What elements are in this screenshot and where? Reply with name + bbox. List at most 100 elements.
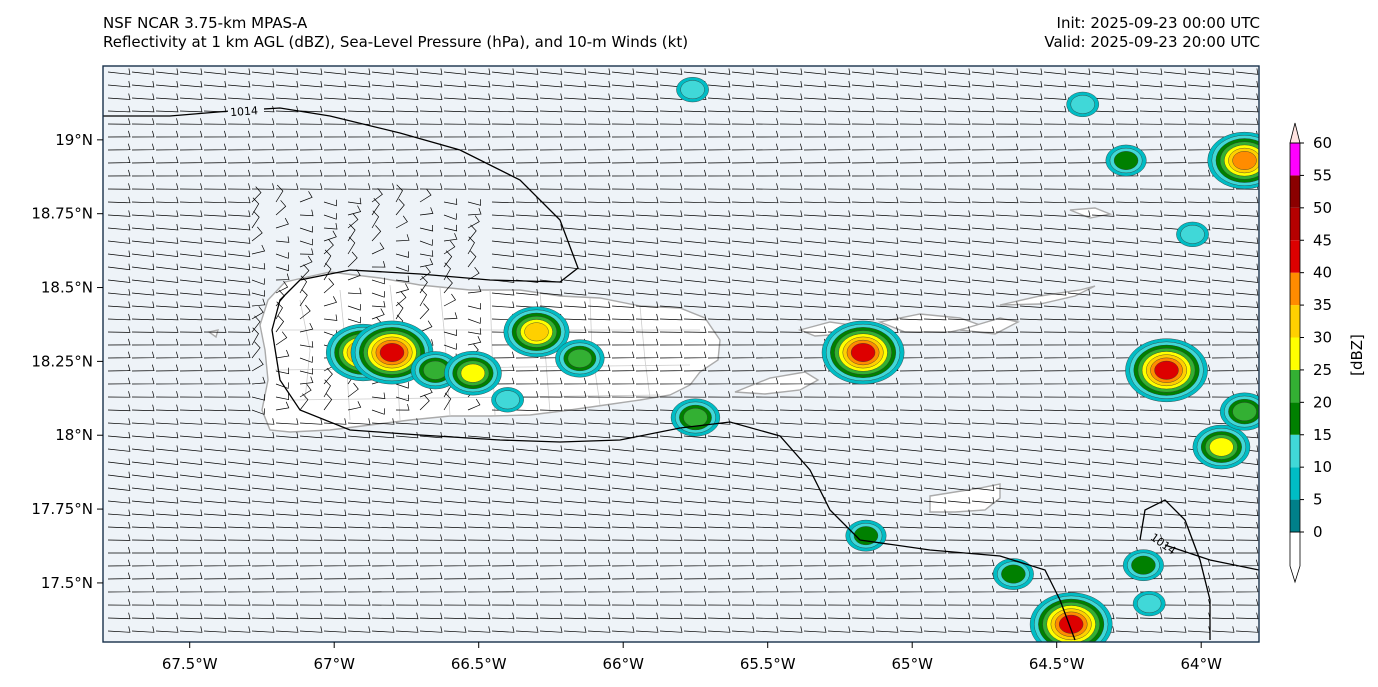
- wind-barb: [563, 223, 587, 231]
- wind-barb: [515, 250, 539, 258]
- wind-barb: [779, 263, 803, 271]
- wind-barb: [563, 612, 587, 620]
- wind-barb: [899, 391, 923, 398]
- wind-barb: [803, 471, 827, 479]
- wind-barb: [203, 301, 227, 308]
- wind-barb: [659, 351, 683, 359]
- wind-barb: [155, 80, 179, 88]
- lon-tick-label: 64.5°W: [1029, 655, 1085, 673]
- wind-barb: [396, 546, 419, 554]
- wind-barb: [875, 431, 899, 439]
- wind-barb: [1019, 250, 1043, 258]
- wind-barb: [1043, 237, 1067, 244]
- wind-barb: [1091, 484, 1115, 491]
- wind-barb: [851, 237, 875, 244]
- wind-barb: [923, 599, 947, 606]
- wind-barb: [683, 130, 707, 138]
- wind-barb: [1043, 431, 1067, 439]
- colorbar-tick-label: 20: [1313, 393, 1332, 411]
- wind-barb: [179, 276, 203, 283]
- wind-barb: [1115, 585, 1139, 593]
- wind-barb: [731, 118, 755, 125]
- wind-barb: [947, 559, 971, 567]
- reflectivity-cell: [1105, 144, 1147, 177]
- wind-barb: [179, 263, 203, 271]
- wind-barb: [611, 391, 635, 398]
- wind-barb: [875, 143, 899, 151]
- wind-barb: [515, 93, 539, 100]
- wind-barb: [1163, 263, 1187, 271]
- wind-barb: [1115, 80, 1139, 88]
- wind-barb: [707, 80, 731, 88]
- wind-barb: [803, 559, 827, 567]
- wind-barb: [611, 326, 635, 333]
- wind-barb: [1187, 326, 1211, 333]
- wind-barb: [1187, 509, 1211, 516]
- wind-barb: [779, 626, 803, 633]
- wind-barb: [1115, 326, 1139, 333]
- wind-barb: [947, 183, 971, 190]
- wind-barb: [131, 484, 155, 491]
- wind-barb: [779, 364, 803, 372]
- wind-barb: [875, 445, 899, 452]
- wind-barb: [947, 313, 971, 321]
- wind-barb: [659, 626, 683, 633]
- colorbar-tick-label: 25: [1313, 361, 1332, 379]
- wind-barb: [1019, 471, 1043, 479]
- wind-barb: [299, 418, 323, 425]
- wind-barb: [947, 585, 971, 593]
- wind-barb: [899, 143, 923, 151]
- wind-barb: [515, 521, 539, 529]
- wind-barb: [155, 93, 179, 100]
- wind-barb: [875, 418, 899, 425]
- wind-barb: [851, 276, 875, 283]
- reflectivity-contour: [1001, 564, 1026, 584]
- wind-barb: [731, 223, 755, 231]
- wind-barb: [1067, 326, 1091, 333]
- wind-barb: [179, 156, 203, 164]
- wind-barb: [803, 169, 827, 177]
- wind-barb: [299, 497, 323, 504]
- wind-barb: [875, 391, 899, 398]
- wind-barb: [1163, 599, 1187, 606]
- wind-barb: [683, 534, 707, 541]
- wind-barb: [155, 471, 179, 479]
- wind-barb: [419, 93, 443, 100]
- wind-barb: [419, 471, 443, 479]
- wind-barb: [107, 404, 131, 412]
- wind-barb: [707, 210, 731, 217]
- colorbar-tick-label: 15: [1313, 426, 1332, 444]
- wind-barb: [779, 572, 803, 580]
- wind-barb: [395, 234, 410, 242]
- wind-barb: [179, 585, 203, 593]
- wind-barb: [899, 301, 923, 308]
- wind-barb: [923, 68, 947, 75]
- wind-barb: [827, 559, 851, 567]
- wind-barb: [587, 497, 611, 504]
- wind-barb: [827, 484, 851, 491]
- wind-barb: [1211, 68, 1235, 75]
- wind-barb: [227, 169, 251, 177]
- wind-barb: [1043, 118, 1067, 125]
- wind-barb: [347, 197, 362, 205]
- wind-barb: [395, 156, 419, 164]
- wind-barb: [179, 223, 203, 231]
- wind-barb: [683, 250, 707, 258]
- wind-barb: [971, 626, 995, 633]
- wind-barb: [539, 169, 563, 177]
- wind-barb: [1187, 484, 1211, 491]
- wind-barb: [323, 130, 347, 138]
- wind-barb: [731, 351, 755, 359]
- wind-barb: [683, 156, 707, 164]
- wind-barb: [587, 471, 611, 479]
- wind-barb: [1067, 289, 1091, 296]
- wind-barb: [515, 404, 539, 412]
- wind-barb: [443, 572, 467, 580]
- wind-barb: [131, 364, 155, 372]
- wind-barb: [515, 118, 539, 125]
- wind-barb: [227, 93, 251, 100]
- wind-barb: [899, 458, 923, 466]
- wind-barb: [659, 237, 683, 244]
- wind-barb: [1043, 471, 1067, 479]
